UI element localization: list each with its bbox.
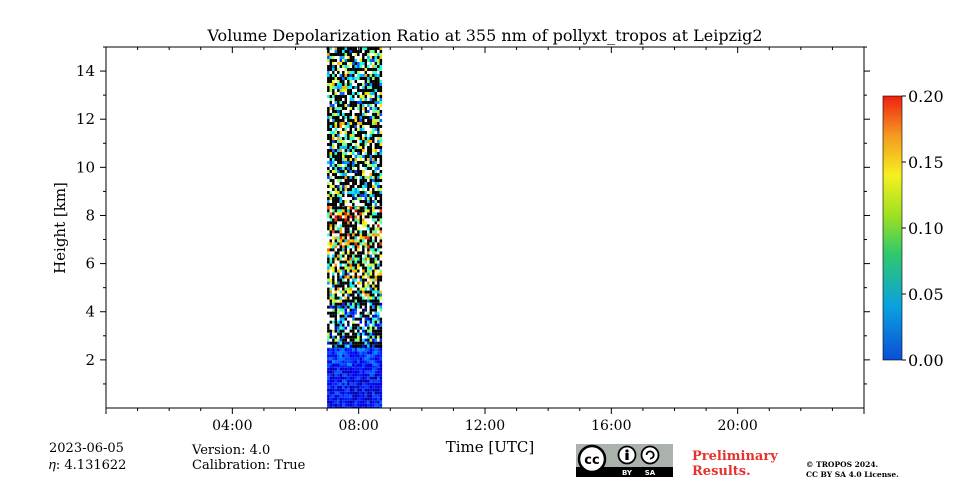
heatmap-band-0 — [327, 364, 383, 408]
heatmap-band-2 — [327, 299, 383, 348]
colorbar-tick-label: 0.10 — [908, 219, 944, 238]
x-axis-label: Time [UTC] — [446, 438, 535, 456]
x-tick-label: 16:00 — [591, 418, 631, 434]
x-tick-label: 08:00 — [338, 418, 378, 434]
colorbar-tick-label: 0.15 — [908, 153, 944, 172]
x-tick-label: 12:00 — [465, 418, 505, 434]
y-axis: 2 4 6 8 10 12 14 — [76, 46, 870, 385]
colorbar-tick-label: 0.05 — [908, 285, 944, 304]
calibration-label: Calibration: True — [192, 458, 306, 473]
copyright-line1: © TROPOS 2024. — [806, 460, 879, 469]
badge-by-text: BY — [622, 469, 633, 477]
eta-label: 𝜂: 4.131622 — [49, 458, 127, 473]
plot-frame — [105, 46, 865, 409]
svg-text:cc: cc — [584, 453, 599, 468]
heatmap-band-5 — [327, 47, 383, 206]
preliminary-note: Preliminary Results. — [692, 449, 778, 479]
x-tick-label: 20:00 — [717, 418, 757, 434]
date-label: 2023-06-05 — [49, 441, 124, 456]
version-label: Version: 4.0 — [192, 443, 271, 458]
colorbar-tick-label: 0.20 — [908, 87, 944, 106]
depol-heatmap — [327, 47, 383, 408]
heatmap-band-1 — [327, 345, 383, 367]
preliminary-line2: Results. — [692, 464, 751, 479]
y-tick-label: 8 — [85, 206, 95, 224]
y-tick-label: 12 — [76, 110, 95, 128]
copyright-note: © TROPOS 2024. CC BY SA 4.0 License. — [806, 460, 899, 480]
preliminary-line1: Preliminary — [692, 449, 778, 464]
heatmap-band-4 — [327, 203, 383, 255]
y-tick-label: 14 — [76, 62, 95, 80]
y-tick-label: 6 — [85, 255, 95, 273]
y-axis-label: Height [km] — [51, 182, 69, 274]
colorbar-tick-label: 0.00 — [908, 351, 944, 370]
x-tick-label: 04:00 — [212, 418, 252, 434]
y-tick-label: 10 — [76, 158, 95, 176]
heatmap-band-3 — [327, 251, 383, 303]
x-axis: 04:00 08:00 12:00 16:00 20:00 — [105, 47, 865, 434]
colorbar-ticks: 0.00 0.05 0.10 0.15 0.20 — [902, 87, 944, 370]
badge-sa-text: SA — [645, 469, 656, 477]
y-tick-label: 2 — [85, 351, 95, 369]
colorbar — [882, 95, 903, 361]
copyright-line2: CC BY SA 4.0 License. — [806, 470, 899, 479]
chart-title: Volume Depolarization Ratio at 355 nm of… — [207, 26, 763, 45]
y-tick-label: 4 — [85, 303, 95, 321]
cc-by-sa-icon: cc BY SA — [576, 444, 673, 477]
